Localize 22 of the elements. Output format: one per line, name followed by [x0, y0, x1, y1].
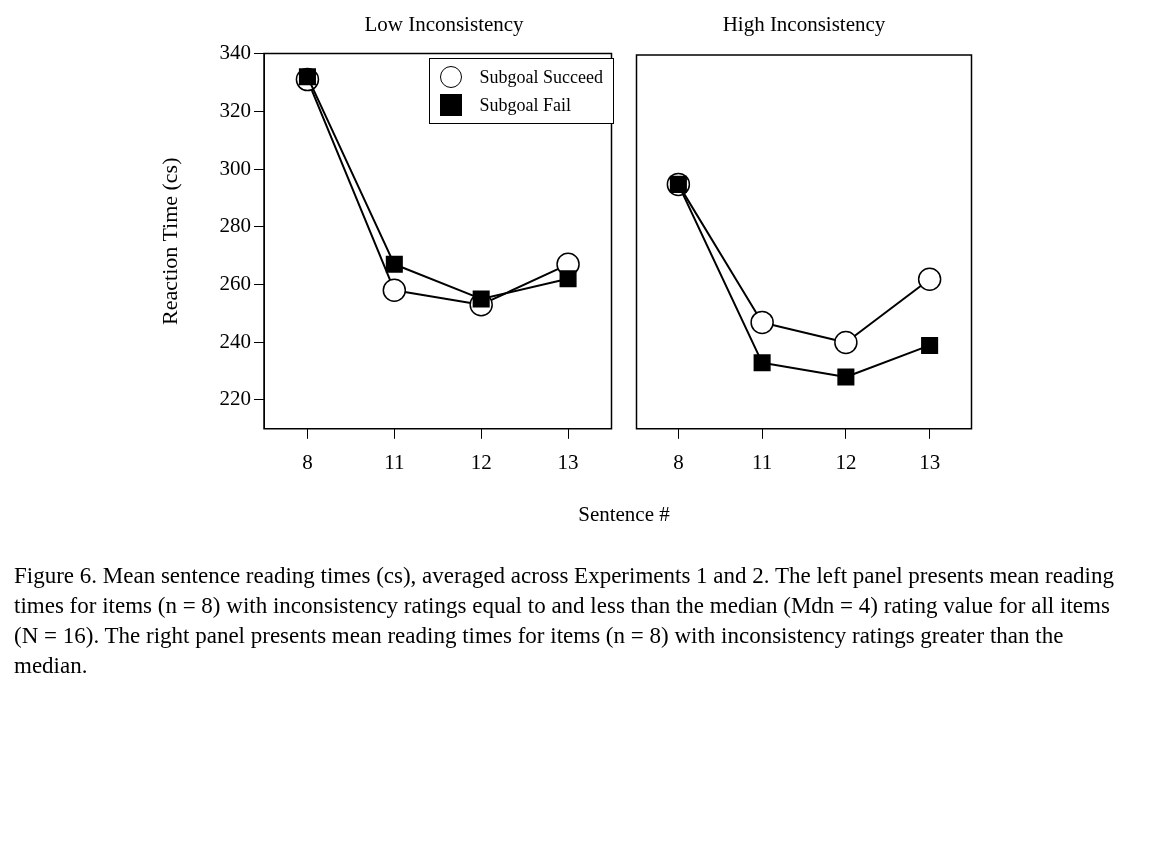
x-tick-label: 12	[470, 449, 492, 474]
caption: Figure 6. Mean sentence reading times (cs), averaged across Experiments 1 and 2. The left panel presents mean reading times for items (n = 8) with inconsistency ratings equal to and less than the median (Mdn = 4) rating value for all items (N = 16). The right panel presents mean reading times for items (n = 8) with inconsistency ratings greater than the median.	[14, 562, 1115, 680]
y-tick-label: 220	[219, 386, 251, 411]
x-tick-label: 12	[835, 449, 857, 474]
chart-title: Low Inconsistency	[363, 12, 525, 38]
x-tick-label: 8	[302, 449, 313, 474]
x-tick-label: 13	[919, 449, 941, 474]
x-tick-label: 13	[557, 449, 579, 474]
x-tick-label: 11	[752, 449, 773, 474]
y-tick-label: 300	[219, 155, 251, 180]
y-tick-label: 260	[219, 271, 251, 296]
legend-label: Subgoal Succeed	[479, 66, 603, 88]
y-tick-label: 240	[219, 328, 251, 353]
x-tick-label: 8	[673, 449, 684, 474]
legend-label: Subgoal Fail	[479, 94, 572, 116]
x-tick-label: 11	[384, 449, 405, 474]
y-tick-label: 280	[219, 213, 251, 238]
y-tick-label: 340	[219, 40, 251, 65]
y-axis-title: Reaction Time (cs)	[156, 157, 182, 325]
y-tick-label: 320	[219, 97, 251, 122]
chart-title: High Inconsistency	[721, 12, 887, 38]
x-axis-title: Sentence #	[577, 502, 671, 527]
